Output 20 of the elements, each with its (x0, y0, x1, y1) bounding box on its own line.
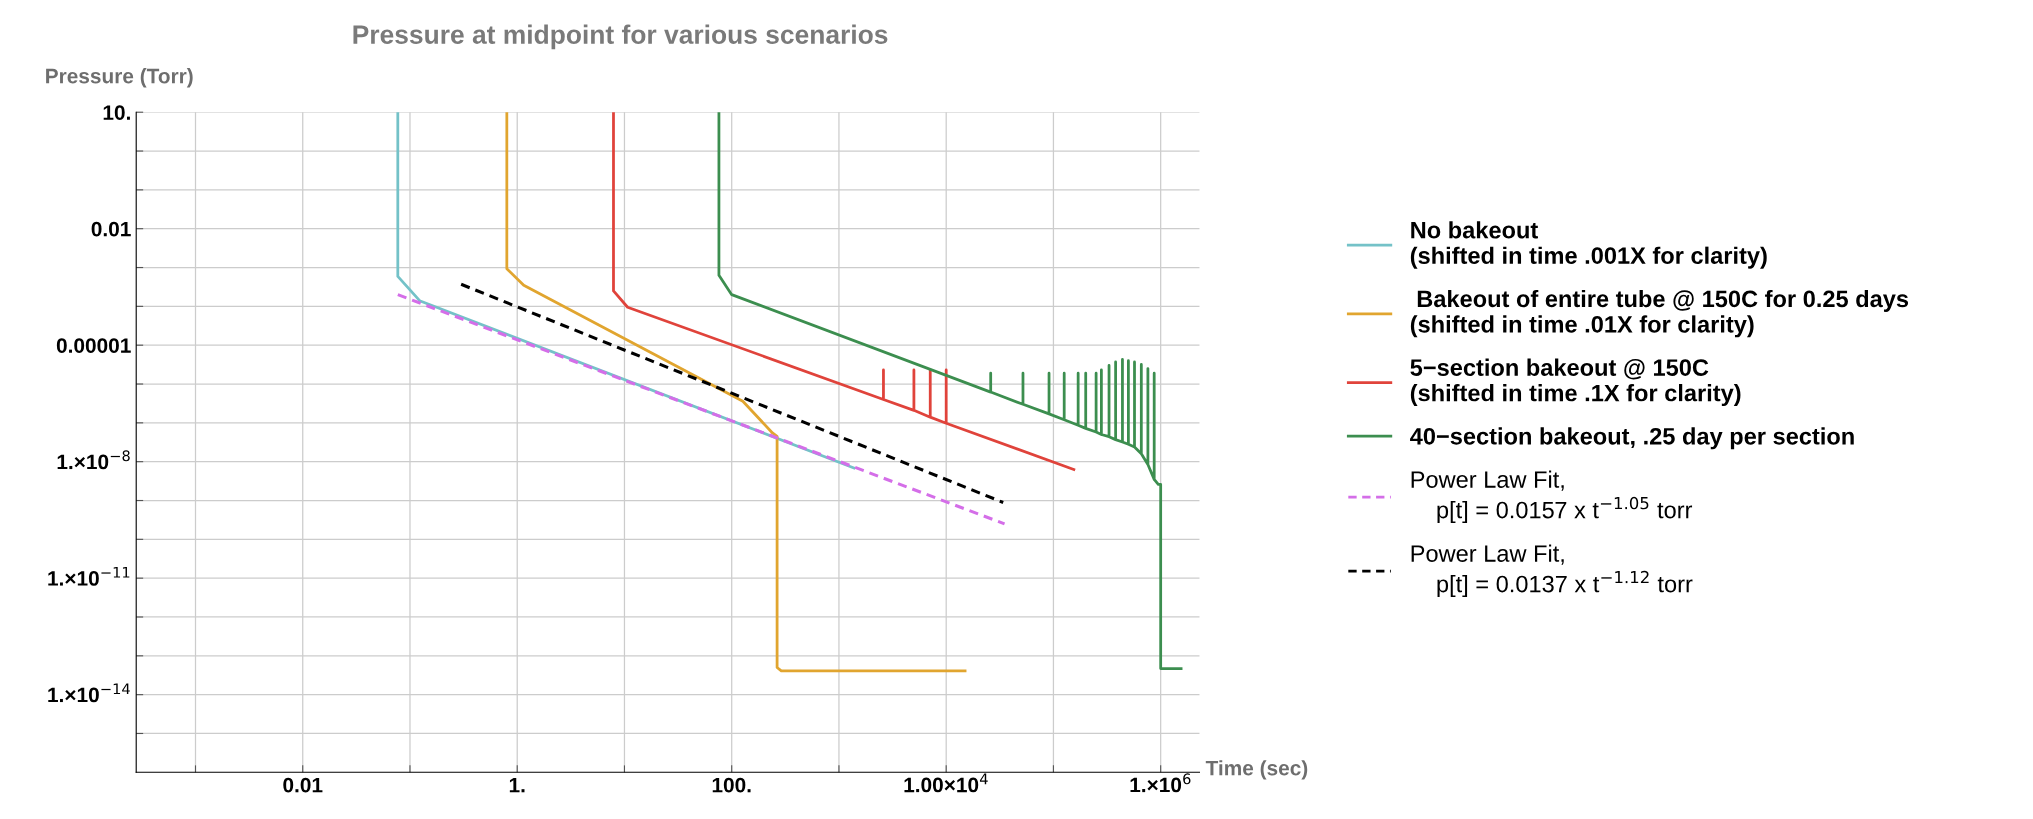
legend-label: Power Law Fit, p[t] = 0.0137 x t$^{−1.12}$ torr (1411, 544, 1693, 598)
legend-label: 5−section bakeout @ 150C (shifted in time .1X for clarity) (1410, 358, 1741, 407)
y-tick-label: 1.×10$^{−8}$ (57, 450, 130, 470)
x-tick-label: 1. (509, 777, 525, 793)
legend-label: Bakeout of entire tube @ 150C for 0.25 days (shifted in time .01X for clarity) (1410, 289, 1909, 338)
x-tick-label: 100. (712, 777, 751, 793)
y-tick-label: 1.×10$^{−14}$ (48, 683, 130, 703)
chart-title: Pressure at midpoint for various scenarios (353, 24, 888, 50)
y-tick-label: 10. (103, 105, 130, 120)
y-tick-label: 0.00001 (56, 338, 131, 353)
x-axis-title: Time (sec) (1205, 760, 1308, 780)
x-tick-label: 1.×10$^{6}$ (1130, 773, 1191, 793)
legend-label: Power Law Fit, p[t] = 0.0157 x t$^{−1.05}$ torr (1411, 470, 1693, 524)
legend-label: No bakeout (shifted in time .001X for clarity) (1410, 221, 1767, 269)
legend-label: 40−section bakeout, .25 day per section (1410, 427, 1854, 450)
x-tick-label: 0.01 (283, 777, 323, 793)
x-tick-label: 1.00×10$^{4}$ (904, 773, 988, 793)
y-tick-label: 0.01 (91, 221, 131, 237)
y-tick-label: 1.×10$^{−11}$ (48, 566, 130, 586)
y-axis-title: Pressure (Torr) (46, 68, 193, 88)
